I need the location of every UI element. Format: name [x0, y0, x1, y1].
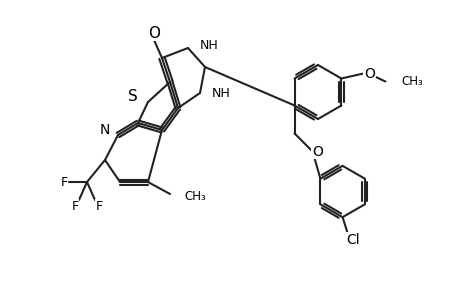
Text: O: O: [148, 26, 160, 40]
Text: N: N: [100, 123, 110, 137]
Text: O: O: [312, 145, 322, 158]
Text: S: S: [128, 88, 138, 104]
Text: F: F: [71, 200, 78, 212]
Text: Cl: Cl: [345, 233, 358, 247]
Text: CH₃: CH₃: [184, 190, 205, 202]
Text: F: F: [95, 200, 102, 212]
Text: NH: NH: [200, 38, 218, 52]
Text: CH₃: CH₃: [401, 75, 422, 88]
Text: F: F: [60, 176, 67, 188]
Text: O: O: [363, 67, 374, 80]
Text: NH: NH: [212, 86, 230, 100]
